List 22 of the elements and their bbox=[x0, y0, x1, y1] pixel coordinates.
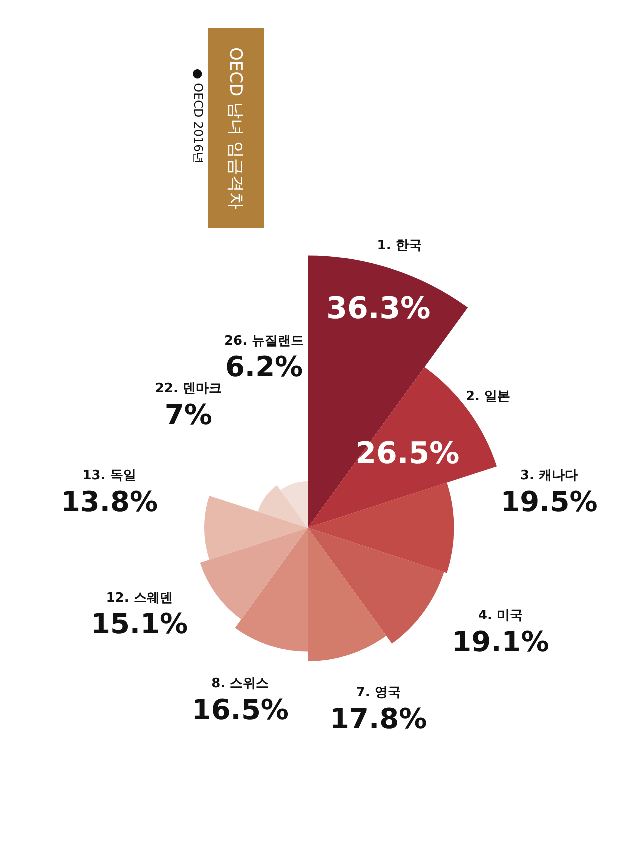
category-label: 4. 미국 bbox=[478, 608, 524, 624]
data-label: 16.5% bbox=[192, 693, 289, 726]
data-label: 6.2% bbox=[225, 350, 304, 384]
category-label: 3. 캐나다 bbox=[520, 468, 578, 484]
data-label: 36.3% bbox=[326, 291, 431, 326]
category-label: 22. 덴마크 bbox=[155, 382, 222, 397]
data-label: 19.1% bbox=[452, 625, 550, 658]
text: OECD 남녀 임금격차 bbox=[224, 47, 246, 209]
data-label: 19.5% bbox=[500, 485, 598, 518]
category-label: 26. 뉴질랜드 bbox=[224, 334, 304, 349]
data-label: 26.5% bbox=[356, 436, 460, 472]
data-label: 17.8% bbox=[330, 702, 428, 736]
data-label: 13.8% bbox=[60, 485, 158, 518]
category-label: 2. 일본 bbox=[466, 389, 510, 404]
category-label: 1. 한국 bbox=[377, 238, 422, 254]
text: ● OECD 2016년 bbox=[190, 68, 206, 166]
data-label: 15.1% bbox=[90, 608, 188, 641]
category-label: 8. 스위스 bbox=[212, 676, 270, 692]
category-label: 12. 스웨덴 bbox=[106, 590, 173, 606]
category-label: 7. 영국 bbox=[356, 686, 401, 701]
category-label: 13. 독일 bbox=[82, 468, 136, 484]
data-label: 7% bbox=[164, 398, 212, 432]
